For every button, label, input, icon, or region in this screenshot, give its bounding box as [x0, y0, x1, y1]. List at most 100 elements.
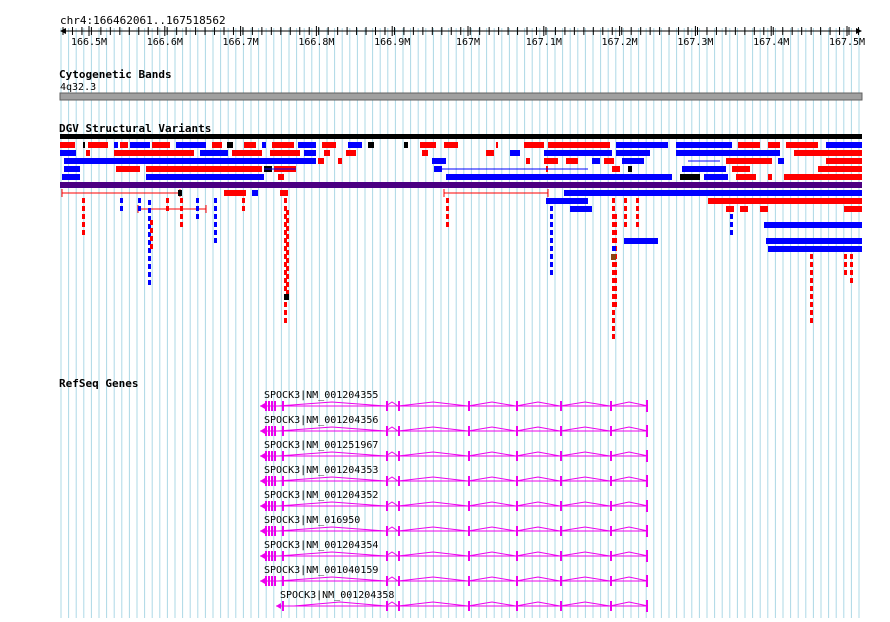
gene-exon	[265, 426, 267, 436]
dgv-small-variant	[612, 326, 615, 331]
gene-intron	[515, 451, 561, 457]
dgv-variant	[146, 166, 262, 172]
gene-model[interactable]: SPOCK3|NM_001204354	[260, 540, 649, 562]
dgv-small-variant	[614, 278, 617, 283]
dgv-small-variant	[612, 302, 615, 307]
dgv-small-variant	[810, 310, 813, 315]
gene-intron	[515, 576, 561, 582]
dgv-small-variant	[284, 230, 287, 235]
dgv-variant	[844, 206, 862, 212]
dgv-small-variant	[844, 270, 847, 275]
gene-exon	[516, 526, 518, 536]
ruler-tick-label: 166.7M	[223, 37, 259, 48]
dgv-small-variant	[612, 230, 615, 235]
dgv-small-variant	[148, 224, 151, 229]
gene-label: SPOCK3|NM_001204355	[264, 390, 378, 401]
dgv-variant	[566, 158, 578, 164]
dgv-small-variant	[166, 206, 169, 211]
gene-intron	[293, 601, 387, 607]
gene-model[interactable]: SPOCK3|NM_016950	[260, 515, 649, 537]
cytoband-bar[interactable]	[59, 92, 863, 101]
gene-model[interactable]: SPOCK3|NM_001204355	[260, 390, 649, 412]
dgv-variant	[676, 150, 780, 156]
gene-intron	[609, 576, 649, 582]
gene-exon	[265, 501, 267, 511]
dgv-variant	[178, 190, 182, 196]
dgv-variant	[86, 150, 90, 156]
dgv-variant	[348, 142, 362, 148]
dgv-variant	[510, 150, 520, 156]
dgv-small-variant	[850, 254, 853, 259]
gene-model[interactable]: SPOCK3|NM_001251967	[260, 440, 649, 462]
dgv-variant	[628, 166, 632, 172]
dgv-variant	[280, 190, 288, 196]
refseq-gene-models[interactable]: SPOCK3|NM_001204355 SPOCK3|NM_001204356 SP…	[260, 390, 649, 612]
dgv-variant	[768, 142, 780, 148]
dgv-small-variant	[636, 222, 639, 227]
gene-intron	[559, 501, 611, 507]
dgv-small-variant	[148, 216, 151, 221]
gene-exon	[271, 451, 273, 461]
dgv-variant	[682, 166, 726, 172]
gene-exon	[274, 576, 276, 586]
dgv-variant	[546, 198, 588, 204]
dgv-variant	[232, 150, 262, 156]
dgv-small-variant	[82, 222, 85, 227]
gene-intron	[467, 551, 517, 557]
gene-model[interactable]: SPOCK3|NM_001204352	[260, 490, 649, 512]
dgv-small-variant	[730, 230, 733, 235]
gene-exon	[468, 501, 470, 511]
dgv-small-variant	[148, 232, 151, 237]
gene-exon	[386, 526, 388, 536]
dgv-small-variant	[810, 302, 813, 307]
gene-label: SPOCK3|NM_001204356	[264, 415, 378, 426]
dgv-small-variant	[730, 214, 733, 219]
gene-exon	[468, 401, 470, 411]
dgv-small-variant	[286, 218, 289, 223]
dgv-small-variant	[612, 238, 615, 243]
dgv-variants[interactable]	[60, 134, 862, 339]
gene-intron	[515, 501, 561, 507]
gene-intron	[559, 526, 611, 532]
gene-model[interactable]: SPOCK3|NM_001204353	[260, 465, 649, 487]
dgv-variant	[64, 158, 316, 164]
dgv-small-variant	[82, 198, 85, 203]
gene-exon	[282, 426, 284, 436]
dgv-small-variant	[550, 214, 553, 219]
gene-exon	[610, 501, 612, 511]
dgv-small-variant	[284, 262, 287, 267]
gene-exon	[271, 501, 273, 511]
gene-intron	[559, 576, 611, 582]
coordinate-ruler[interactable]: 166.5M 166.6M 166.7M 166.8M 166.9M 167M 167.1M…	[60, 26, 865, 48]
ruler-tick-label: 166.5M	[71, 37, 107, 48]
dgv-small-variant	[446, 222, 449, 227]
dgv-header-bar	[60, 134, 862, 139]
dgv-small-variant	[214, 222, 217, 227]
gene-exon	[271, 551, 273, 561]
gene-exon	[282, 476, 284, 486]
dgv-small-variant	[286, 250, 289, 255]
gene-exon	[516, 476, 518, 486]
dgv-small-variant	[446, 198, 449, 203]
gene-intron	[397, 576, 469, 582]
dgv-variant	[622, 158, 644, 164]
dgv-small-variant	[166, 198, 169, 203]
dgv-small-variant	[196, 198, 199, 203]
gene-end-exon	[646, 525, 648, 537]
gene-exon	[274, 426, 276, 436]
gene-model[interactable]: SPOCK3|NM_001204358	[276, 590, 649, 612]
dgv-variant	[298, 142, 316, 148]
gene-exon	[468, 476, 470, 486]
dgv-small-variant	[284, 318, 287, 323]
dgv-small-variant	[624, 206, 627, 211]
gene-exon	[268, 501, 270, 511]
gene-exon	[610, 401, 612, 411]
gene-intron	[515, 601, 561, 607]
dgv-variant	[114, 142, 118, 148]
gene-model[interactable]: SPOCK3|NM_001204356	[260, 415, 649, 437]
gene-exon	[516, 426, 518, 436]
gene-model[interactable]: SPOCK3|NM_001040159	[260, 565, 649, 587]
gene-intron	[467, 426, 517, 432]
gene-intron	[467, 451, 517, 457]
gene-intron	[515, 401, 561, 407]
